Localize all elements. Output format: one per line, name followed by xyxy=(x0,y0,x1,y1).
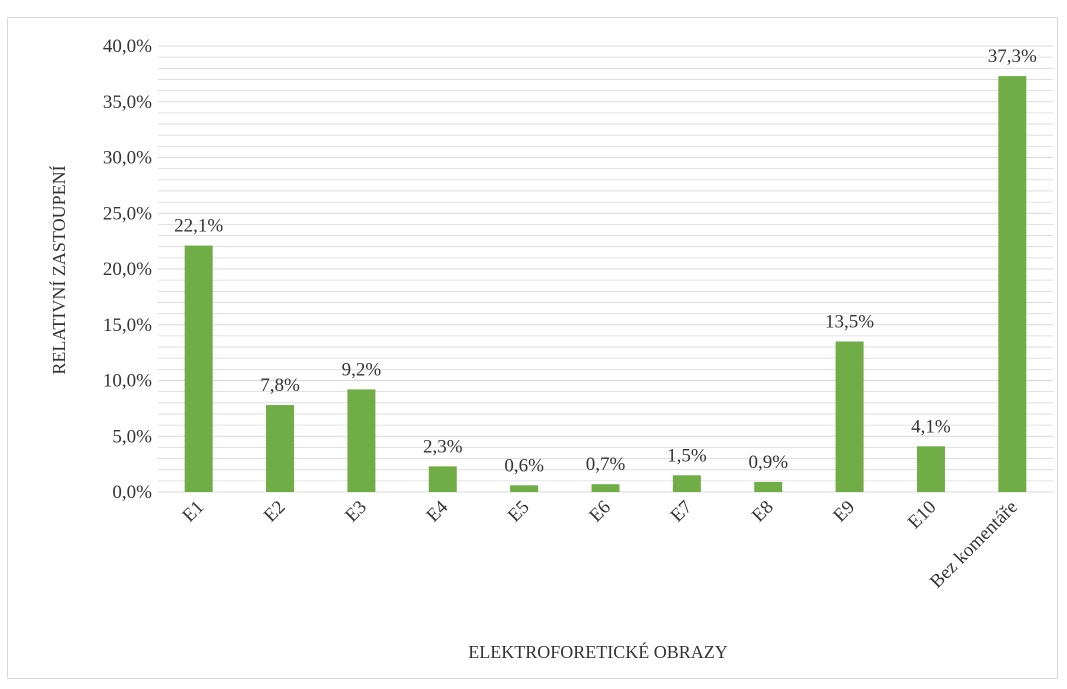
bar xyxy=(266,405,295,492)
bar xyxy=(184,245,213,492)
y-tick-label: 0,0% xyxy=(112,482,152,503)
y-tick-label: 15,0% xyxy=(103,315,152,336)
y-tick-label: 25,0% xyxy=(103,203,152,224)
bar xyxy=(428,466,457,492)
x-tick-label: E8 xyxy=(748,497,778,527)
x-axis-title: ELEKTROFORETICKÉ OBRAZY xyxy=(468,641,728,662)
y-tick-label: 5,0% xyxy=(112,426,152,447)
y-tick-label: 10,0% xyxy=(103,371,152,392)
data-label: 7,8% xyxy=(260,375,300,396)
data-label: 13,5% xyxy=(825,311,874,332)
data-labels: 22,1% 7,8% 9,2% 2,3% 0,6% 0,7% 1,5% 0,9% 13,5% 4,… xyxy=(174,46,1037,476)
bar xyxy=(591,484,620,492)
x-tick-label: Bez komentáře xyxy=(926,497,1022,593)
chart-frame xyxy=(7,17,1058,679)
x-tick-label: E7 xyxy=(667,497,697,527)
bar xyxy=(754,481,783,492)
data-label: 1,5% xyxy=(667,445,707,466)
y-axis-title: RELATIVNÍ ZASTOUPENÍ xyxy=(48,165,69,374)
data-label: 2,3% xyxy=(423,436,463,457)
x-tick-label: E3 xyxy=(341,497,371,527)
data-label: 0,9% xyxy=(748,452,788,473)
data-label: 22,1% xyxy=(174,216,223,237)
x-tick-label: E5 xyxy=(504,497,534,527)
bar xyxy=(998,76,1027,492)
y-tick-label: 20,0% xyxy=(103,259,152,280)
x-tick-label: E4 xyxy=(423,496,453,526)
bars xyxy=(184,76,1027,492)
bar xyxy=(916,446,945,492)
data-label: 37,3% xyxy=(988,46,1037,67)
data-label: 9,2% xyxy=(342,359,382,380)
y-tick-label: 30,0% xyxy=(103,148,152,169)
x-tick-label: E10 xyxy=(904,497,940,533)
y-axis-ticks: 0,0% 5,0% 10,0% 15,0% 20,0% 25,0% 30,0% 35,0% 40… xyxy=(103,36,152,503)
data-label: 4,1% xyxy=(911,416,951,437)
bar xyxy=(835,341,864,492)
data-label: 0,7% xyxy=(586,454,626,475)
bar xyxy=(347,389,376,492)
bar xyxy=(510,485,539,492)
data-label: 0,6% xyxy=(504,455,544,476)
x-tick-label: E1 xyxy=(178,497,208,527)
bar xyxy=(672,475,701,492)
x-tick-label: E9 xyxy=(829,497,859,527)
x-tick-label: E6 xyxy=(585,497,615,527)
y-tick-label: 35,0% xyxy=(103,92,152,113)
grid-lines xyxy=(158,45,1053,493)
y-tick-label: 40,0% xyxy=(103,36,152,57)
x-tick-label: E2 xyxy=(260,497,290,527)
